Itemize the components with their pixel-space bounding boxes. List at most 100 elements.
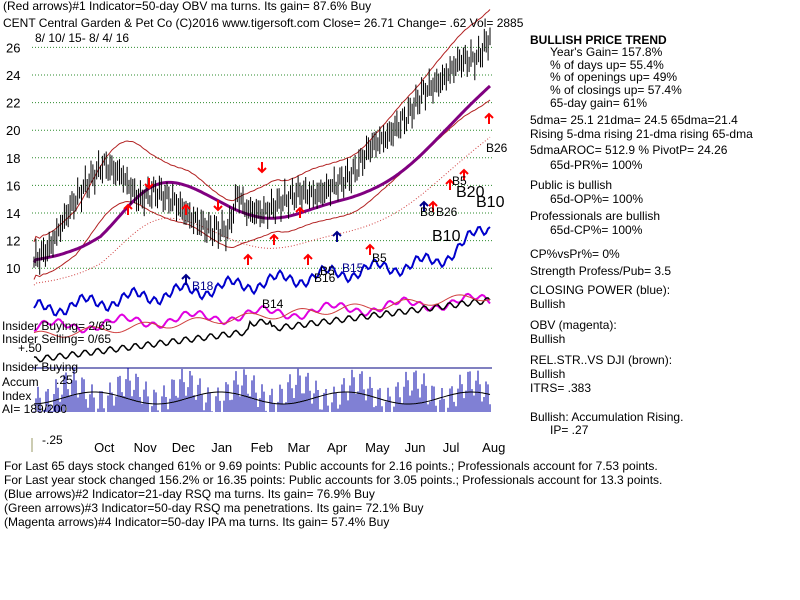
right-panel-line: Professionals are bullish (530, 209, 661, 223)
insider-selling-count: Insider Selling= 0/65 (2, 332, 112, 346)
summary-line-65d: For Last 65 days stock changed 61% or 9.… (4, 459, 658, 473)
ai-label: AI= 189/200 (2, 402, 68, 416)
index-label: Index (2, 389, 32, 403)
red-up-arrow (303, 253, 313, 260)
signal-label: B18 (192, 279, 214, 293)
y-tick-label: 24 (6, 68, 20, 83)
red-up-arrow (295, 206, 305, 213)
x-tick-label: Apr (327, 440, 348, 455)
right-panel-line: Public is bullish (530, 178, 613, 192)
price-axis-ticks: 10 12 14 16 18 20 22 24 26 (6, 40, 20, 276)
y-tick-label: 16 (6, 178, 20, 193)
red-up-arrow (445, 178, 455, 185)
summary-line-year: For Last year stock changed 156.2% or 16… (4, 473, 663, 487)
right-panel-line: CP%vsPr%= 0% (530, 247, 620, 261)
right-panel-line: BULLISH PRICE TREND (530, 33, 667, 47)
right-panel-line: REL.STR..VS DJI (brown): (530, 353, 673, 367)
right-panel-line: 65-day gain= 61% (550, 96, 648, 110)
signal-label: B5 (452, 174, 467, 188)
signal-label: B20 (456, 184, 485, 201)
y-tick-label: 10 (6, 261, 20, 276)
x-tick-label: Dec (172, 440, 196, 455)
y-tick-label: 26 (6, 40, 20, 55)
plus50-label: +.50 (18, 341, 42, 355)
title-line: CENT Central Garden & Pet Co (C)2016 www… (3, 16, 524, 30)
right-panel-line: 65d-PR%= 100% (550, 158, 643, 172)
red-down-arrow (144, 183, 154, 190)
right-panel-line: Bullish (530, 297, 566, 311)
blue-up-arrow (181, 273, 191, 280)
right-panel-line: Rising 5-dma rising 21-dma rising 65-dma (530, 127, 753, 141)
price-bands (32, 9, 492, 286)
right-panel-line: 65d-OP%= 100% (550, 192, 644, 206)
x-tick-label: Jul (443, 440, 460, 455)
obv-ma-dotted (33, 294, 491, 338)
upper-band (33, 9, 491, 243)
right-panel-line: % of openings up= 49% (550, 70, 678, 84)
right-panel-line: CLOSING POWER (blue): (530, 283, 671, 297)
y-tick-label: 18 (6, 151, 20, 166)
signal-label: B5 (372, 251, 387, 265)
x-tick-label: Feb (251, 440, 273, 455)
accum-label: Accum (2, 375, 39, 389)
insider-buying-label: Insider Buying (2, 360, 79, 374)
minus25-label: -.25 (42, 433, 63, 447)
x-tick-label: Jun (405, 440, 426, 455)
x-tick-label: May (365, 440, 390, 455)
signal-label: B8 (420, 205, 435, 219)
obv-line (33, 292, 491, 334)
x-tick-label: Mar (288, 440, 311, 455)
price-series (33, 27, 491, 275)
red-up-arrow (365, 243, 375, 250)
red-up-arrow (243, 253, 253, 260)
red-up-arrow (181, 203, 191, 210)
signal-label: B26 (436, 205, 458, 219)
y-tick-label: 14 (6, 206, 20, 221)
y-tick-label: 22 (6, 96, 20, 111)
red-up-arrow (123, 203, 133, 210)
right-panel-line: Bullish (530, 367, 566, 381)
right-panel-line: 65d-CP%= 100% (550, 223, 643, 237)
accum-ma-line (33, 391, 491, 405)
closing-power-line (33, 225, 491, 317)
right-panel-line: Bullish (530, 332, 566, 346)
right-panel-line: 5dmaAROC= 512.9 % PivotP= 24.26 (530, 143, 728, 157)
right-panel-line: ITRS= .383 (530, 381, 592, 395)
rel-strength-line (33, 297, 491, 363)
x-tick-label: Nov (134, 440, 158, 455)
red-up-arrow (459, 168, 469, 175)
red-down-arrow (257, 167, 267, 174)
header-line: (Red arrows)#1 Indicator=50-day OBV ma t… (3, 0, 372, 13)
signal-label: B26 (486, 141, 508, 155)
month-axis-labels: Oct Nov Dec Jan Feb Mar Apr May Jun Jul Aug (31, 438, 505, 455)
blue-up-arrow (419, 200, 429, 207)
x-tick-label: Jan (211, 440, 232, 455)
signal-label: B5 (320, 264, 335, 278)
red-up-arrow (269, 233, 279, 240)
signal-label: B10 (432, 228, 461, 245)
insider-buying-count: Insider Buying= 2/65 (2, 319, 112, 333)
x-tick-label: Oct (94, 440, 115, 455)
blue-up-arrow (332, 230, 342, 237)
x-tick-label: Aug (482, 440, 505, 455)
indicator-panels (32, 225, 492, 412)
right-panel-line: OBV (magenta): (530, 318, 617, 332)
signal-label: B16 (314, 271, 336, 285)
right-panel-line: Bullish: Accumulation Rising. (530, 410, 684, 424)
right-panel-line: % of days up= 55.4% (550, 58, 664, 72)
green-arrows-note: (Green arrows)#3 Indicator=50-day RSQ ma… (4, 501, 424, 515)
ma65-dotted (33, 136, 491, 286)
red-down-arrow (213, 205, 223, 212)
y-tick-label: 12 (6, 234, 20, 249)
right-panel-line: % of closings up= 57.4% (550, 83, 682, 97)
magenta-arrows-note: (Magenta arrows)#4 Indicator=50-day IPA … (4, 515, 390, 529)
right-panel-line: Year's Gain= 157.8% (550, 45, 663, 59)
signal-label: B14 (262, 297, 284, 311)
signal-arrows (123, 112, 494, 285)
red-up-arrow (484, 112, 494, 119)
blue-arrows-note: (Blue arrows)#2 Indicator=21-day RSQ ma … (4, 487, 375, 501)
signal-label: B15 (342, 261, 364, 275)
plus25-label: .25 (56, 373, 73, 387)
